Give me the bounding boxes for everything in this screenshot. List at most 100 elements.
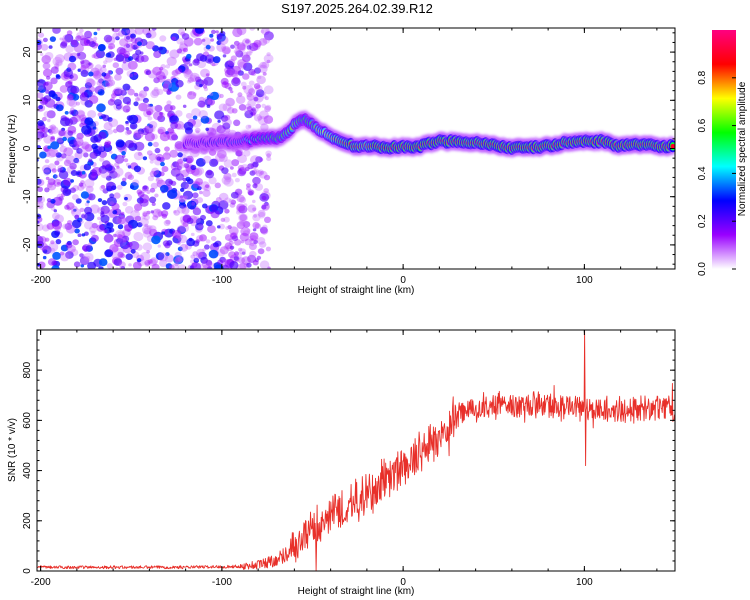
noise-speck bbox=[57, 167, 63, 173]
noise-speck bbox=[180, 187, 185, 192]
noise-speck bbox=[211, 29, 216, 35]
noise-speck bbox=[254, 67, 261, 74]
colorbar-tick-label: 0.0 bbox=[697, 262, 708, 276]
noise-speck bbox=[210, 204, 218, 212]
noise-speck bbox=[74, 214, 80, 220]
noise-speck bbox=[81, 170, 86, 175]
noise-speck bbox=[47, 145, 52, 150]
noise-speck bbox=[192, 167, 203, 177]
noise-speck bbox=[142, 185, 148, 190]
noise-speck bbox=[146, 110, 152, 116]
noise-speck bbox=[113, 258, 123, 266]
noise-speck bbox=[101, 200, 108, 206]
x-tick-label: -200 bbox=[31, 275, 51, 286]
noise-speck bbox=[71, 219, 82, 229]
noise-speck bbox=[233, 256, 239, 261]
noise-speck bbox=[65, 81, 73, 88]
noise-speck bbox=[200, 115, 210, 124]
snr-y-axis: 0 200 400 600 800 bbox=[22, 339, 675, 574]
noise-speck bbox=[203, 76, 214, 86]
noise-speck bbox=[205, 44, 211, 50]
noise-speck bbox=[43, 167, 52, 175]
noise-speck bbox=[125, 54, 130, 59]
noise-speck bbox=[218, 223, 225, 230]
noise-speck bbox=[253, 83, 261, 90]
noise-speck bbox=[66, 30, 73, 36]
noise-speck bbox=[70, 39, 78, 46]
noise-speck bbox=[93, 31, 98, 36]
noise-speck bbox=[195, 158, 206, 167]
noise-speck bbox=[226, 67, 236, 76]
noise-speck bbox=[196, 186, 202, 191]
noise-speck bbox=[223, 172, 232, 181]
noise-speck bbox=[223, 216, 230, 223]
noise-speck bbox=[149, 103, 154, 108]
noise-speck bbox=[223, 245, 229, 250]
noise-speck bbox=[144, 68, 151, 76]
noise-speck bbox=[184, 68, 192, 75]
noise-speck bbox=[155, 153, 164, 162]
noise-speck bbox=[231, 235, 239, 242]
noise-speck bbox=[217, 225, 221, 229]
noise-speck bbox=[215, 153, 226, 162]
noise-speck bbox=[187, 91, 197, 100]
noise-speck bbox=[259, 110, 269, 120]
noise-speck bbox=[136, 222, 143, 228]
noise-speck bbox=[238, 104, 247, 111]
noise-speck bbox=[153, 77, 160, 84]
noise-speck bbox=[74, 228, 80, 234]
noise-speck bbox=[211, 62, 216, 67]
noise-speck bbox=[109, 170, 118, 179]
noise-speck bbox=[46, 75, 51, 80]
noise-speck bbox=[155, 177, 163, 185]
noise-speck bbox=[84, 220, 94, 230]
noise-speck bbox=[220, 77, 229, 86]
snr-line bbox=[37, 330, 675, 571]
noise-speck bbox=[166, 90, 171, 95]
noise-speck bbox=[50, 124, 56, 130]
noise-speck bbox=[151, 202, 156, 207]
noise-speck bbox=[199, 234, 207, 242]
noise-speck bbox=[176, 233, 184, 240]
noise-speck bbox=[159, 35, 167, 42]
noise-speck bbox=[89, 204, 100, 214]
x-tick-label: -200 bbox=[31, 577, 51, 588]
noise-speck bbox=[70, 107, 75, 112]
noise-speck bbox=[177, 28, 185, 35]
noise-speck bbox=[161, 166, 169, 173]
noise-speck bbox=[118, 261, 126, 268]
noise-speck bbox=[109, 244, 119, 253]
noise-speck bbox=[100, 184, 106, 189]
noise-speck bbox=[257, 75, 262, 80]
noise-speck bbox=[122, 201, 128, 207]
noise-speck bbox=[121, 235, 130, 243]
noise-speck bbox=[137, 128, 145, 135]
noise-speck bbox=[115, 36, 120, 41]
noise-speck bbox=[122, 96, 132, 105]
noise-speck bbox=[196, 53, 205, 61]
noise-speck bbox=[221, 46, 231, 55]
noise-speck bbox=[63, 177, 72, 186]
noise-speck bbox=[88, 62, 92, 66]
noise-speck bbox=[89, 173, 97, 181]
noise-speck bbox=[89, 41, 96, 48]
noise-speck bbox=[245, 124, 252, 130]
noise-speck bbox=[182, 214, 192, 223]
x-tick-label: 0 bbox=[400, 275, 406, 286]
noise-speck bbox=[196, 248, 206, 257]
noise-speck bbox=[230, 191, 239, 199]
noise-speck bbox=[44, 159, 50, 164]
noise-speck bbox=[152, 141, 159, 148]
noise-speck bbox=[60, 40, 68, 47]
noise-speck bbox=[93, 52, 101, 60]
noise-speck bbox=[90, 234, 99, 242]
noise-speck bbox=[253, 114, 263, 122]
noise-speck bbox=[111, 185, 117, 190]
noise-speck bbox=[246, 183, 251, 188]
noise-speck bbox=[68, 55, 77, 63]
noise-speck bbox=[183, 70, 194, 79]
noise-speck bbox=[192, 92, 197, 96]
noise-speck bbox=[264, 216, 271, 223]
noise-speck bbox=[44, 237, 50, 242]
noise-speck bbox=[159, 131, 170, 142]
